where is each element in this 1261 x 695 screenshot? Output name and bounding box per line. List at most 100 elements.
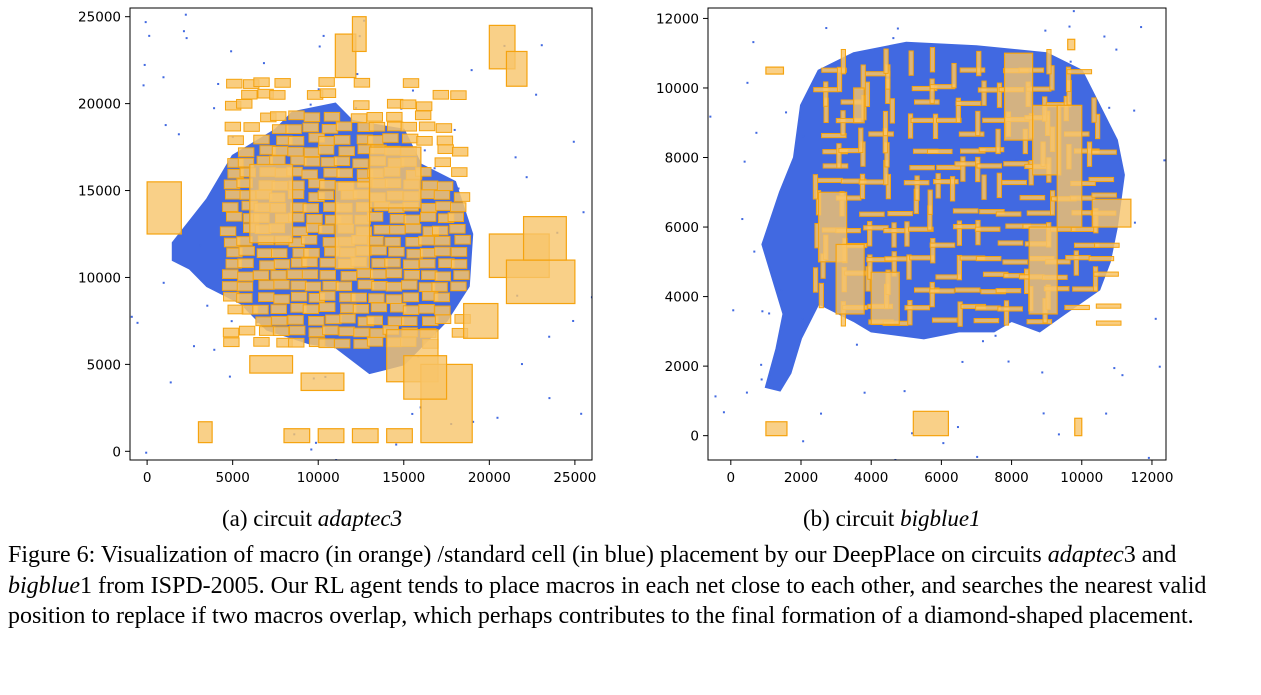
y-tick-label: 0 — [112, 444, 121, 460]
macro-block — [1088, 176, 1115, 183]
macro-block — [404, 223, 422, 234]
y-tick-label: 15000 — [78, 184, 121, 200]
macro-block — [1046, 49, 1052, 75]
macro-block — [1088, 256, 1115, 262]
macro-block — [237, 271, 254, 282]
macro-block — [323, 111, 341, 122]
macro-block — [418, 189, 436, 200]
macro-block — [449, 223, 466, 234]
macro-block — [236, 293, 253, 303]
standard-cell-speck — [453, 128, 456, 131]
macro-block — [237, 258, 254, 269]
standard-cell-speck — [540, 44, 543, 47]
standard-cell-speck — [433, 167, 436, 170]
macro-large — [386, 428, 413, 444]
macro-block — [935, 117, 962, 123]
standard-cell-speck — [262, 62, 265, 65]
standard-cell-speck — [309, 103, 312, 106]
macro-block — [222, 327, 240, 338]
macro-block — [238, 325, 256, 336]
macro-block — [420, 202, 438, 213]
macro-block — [319, 270, 336, 280]
macro-block — [370, 245, 387, 256]
macro-large — [249, 355, 294, 374]
macro-block — [253, 337, 270, 347]
subcaption-a: (a) circuit adaptec3 — [222, 506, 402, 532]
x-tick-label: 25000 — [553, 470, 596, 486]
macro-block — [926, 148, 953, 155]
macro-block — [258, 280, 275, 290]
macro-block — [450, 90, 467, 101]
standard-cell-speck — [1140, 26, 1143, 29]
macro-block — [914, 99, 940, 105]
macro-block — [859, 211, 885, 217]
macro-block — [956, 220, 963, 246]
axes-frame — [707, 7, 1167, 461]
standard-cell-speck — [535, 93, 538, 96]
macro-block — [434, 305, 451, 316]
standard-cell-speck — [892, 37, 895, 40]
standard-cell-speck — [1154, 317, 1157, 320]
macro-block — [225, 211, 243, 222]
macro-block — [317, 145, 335, 155]
macro-block — [434, 314, 452, 325]
standard-cell-speck — [457, 187, 460, 190]
macro-block — [910, 117, 937, 123]
macro-large — [334, 33, 357, 79]
macro-block — [388, 246, 405, 257]
standard-cell-speck — [755, 131, 758, 134]
macro-block — [401, 280, 418, 290]
standard-cell-speck — [1103, 35, 1106, 38]
macro-block — [401, 316, 418, 326]
standard-cell-speck — [148, 34, 151, 37]
macro-block — [226, 78, 243, 89]
macro-block — [300, 234, 318, 245]
macro-block — [883, 48, 889, 74]
macro-block — [340, 271, 358, 281]
macro-block — [929, 84, 956, 90]
macro-block — [882, 110, 889, 137]
macro-block — [904, 305, 931, 311]
macro-block — [453, 192, 471, 202]
macro-block — [859, 173, 866, 200]
standard-cell-speck — [1057, 433, 1060, 436]
standard-cell-speck — [911, 432, 914, 435]
macro-block — [451, 146, 469, 157]
macro-block — [812, 267, 819, 293]
macro-block — [222, 202, 239, 212]
standard-cell-speck — [452, 193, 455, 196]
macro-block — [319, 180, 336, 190]
macro-block — [258, 292, 275, 303]
macro-block — [273, 279, 290, 290]
macro-block — [995, 288, 1022, 294]
macro-block — [432, 89, 450, 100]
x-tick-label: 15000 — [382, 470, 425, 486]
y-tick-label: 20000 — [78, 97, 121, 113]
macro-block — [1095, 113, 1101, 140]
macro-block — [903, 180, 930, 186]
standard-cell-speck — [356, 73, 359, 76]
macro-block — [352, 303, 370, 314]
macro-block — [319, 257, 336, 268]
standard-cell-speck — [1133, 221, 1136, 224]
standard-cell-speck — [182, 30, 185, 33]
standard-cell-speck — [206, 304, 209, 307]
y-tick-label: 5000 — [87, 357, 121, 373]
macro-block — [287, 315, 304, 325]
standard-cell-speck — [994, 334, 997, 337]
standard-cell-speck — [760, 363, 763, 366]
macro-block — [303, 147, 321, 158]
standard-cell-speck — [572, 319, 575, 322]
macro-block — [403, 214, 421, 225]
macro-block — [317, 190, 335, 201]
subcaption-a-prefix: (a) circuit — [222, 506, 318, 531]
standard-cell-speck — [825, 27, 828, 30]
macro-large — [368, 146, 422, 209]
macro-block — [904, 221, 910, 247]
macro-large — [1032, 104, 1062, 176]
macro-block — [914, 175, 920, 201]
y-tick-label: 0 — [690, 429, 699, 445]
macro-block — [353, 100, 370, 110]
macro-block — [1093, 271, 1119, 277]
macro-large — [1003, 52, 1034, 141]
